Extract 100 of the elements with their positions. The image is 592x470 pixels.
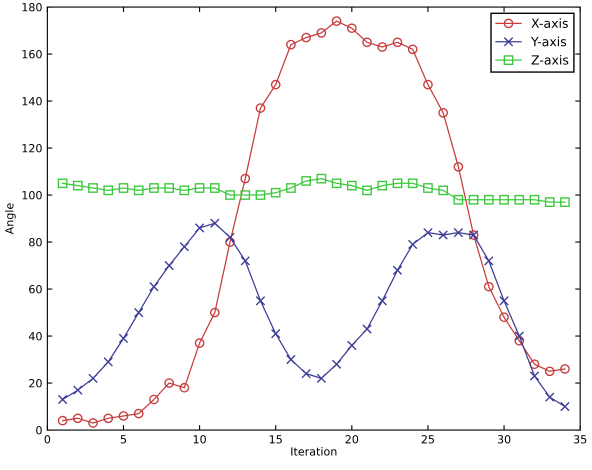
point [256, 296, 266, 306]
point [514, 336, 524, 346]
point [180, 242, 190, 252]
point [530, 194, 540, 205]
point [164, 378, 174, 388]
point [408, 44, 418, 54]
point [270, 328, 281, 339]
point [423, 183, 433, 193]
point [118, 183, 128, 193]
legend-label: Y-axis [530, 36, 566, 46]
y-tick-label: 40 [28, 332, 42, 340]
y-axis-title: Angle [4, 203, 16, 234]
point [362, 37, 372, 48]
point [530, 359, 540, 370]
point [225, 190, 235, 200]
x-tick-label: 10 [194, 435, 206, 444]
point [88, 418, 98, 428]
point [454, 162, 464, 172]
x-tick-label: 0 [44, 435, 50, 444]
point [225, 237, 235, 247]
point [408, 240, 418, 250]
point [286, 354, 296, 364]
point [301, 176, 312, 186]
point [377, 180, 388, 191]
point [256, 190, 266, 200]
point [286, 40, 296, 50]
legend-label: X-axis [531, 18, 568, 28]
point [194, 338, 204, 348]
point [240, 190, 250, 200]
point [210, 308, 220, 318]
point [544, 197, 555, 207]
point [240, 174, 250, 184]
point [392, 37, 402, 48]
point [149, 394, 159, 404]
legend-label: Z-axis [532, 54, 568, 65]
point [514, 331, 524, 341]
point [423, 228, 433, 238]
point [286, 183, 296, 193]
point [454, 194, 464, 205]
point [438, 108, 448, 118]
y-tick-label: 160 [22, 50, 42, 58]
point [103, 185, 114, 196]
point [560, 197, 570, 207]
point [88, 373, 98, 384]
point [180, 185, 190, 196]
point [499, 296, 509, 306]
y-tick-label: 60 [29, 285, 42, 294]
point [514, 194, 524, 205]
point [58, 394, 68, 404]
y-tick-label: 140 [22, 97, 42, 106]
point [423, 80, 433, 90]
point [362, 185, 372, 196]
point [58, 416, 68, 426]
point [240, 256, 250, 266]
point [270, 188, 281, 198]
point [468, 194, 478, 205]
y-tick-label: 180 [22, 3, 42, 12]
point [270, 80, 281, 90]
y-tick-label: 20 [29, 379, 42, 388]
point [484, 194, 494, 205]
point [164, 183, 174, 193]
x-tick-label: 35 [574, 435, 586, 444]
point [560, 364, 570, 374]
point [544, 392, 555, 402]
x-axis-title: Iteration [291, 447, 336, 456]
point [134, 408, 144, 418]
point [377, 42, 388, 52]
point [544, 366, 555, 376]
point [72, 180, 83, 191]
point [210, 218, 220, 228]
point [72, 413, 83, 424]
point [301, 32, 312, 42]
point [560, 402, 570, 412]
point [392, 178, 402, 188]
x-tick-label: 15 [270, 435, 282, 444]
y-tick-label: 100 [22, 191, 42, 200]
point [194, 223, 204, 233]
point [332, 16, 342, 26]
point [316, 174, 326, 184]
point [332, 359, 342, 370]
point [134, 308, 144, 318]
point [499, 194, 509, 205]
point [392, 265, 402, 276]
point [149, 183, 159, 193]
point [530, 371, 540, 381]
point [316, 373, 326, 384]
point [164, 260, 174, 270]
point [58, 178, 68, 188]
point [346, 23, 357, 34]
x-tick-label: 20 [346, 435, 358, 444]
point [316, 28, 326, 38]
point [499, 312, 509, 322]
x-tick-label: 5 [120, 435, 126, 444]
point [149, 282, 159, 292]
x-tick-label: 25 [422, 435, 434, 444]
point [180, 382, 190, 393]
point [301, 368, 312, 379]
y-tick-label: 0 [36, 426, 42, 434]
point [88, 183, 98, 193]
point [118, 411, 128, 421]
